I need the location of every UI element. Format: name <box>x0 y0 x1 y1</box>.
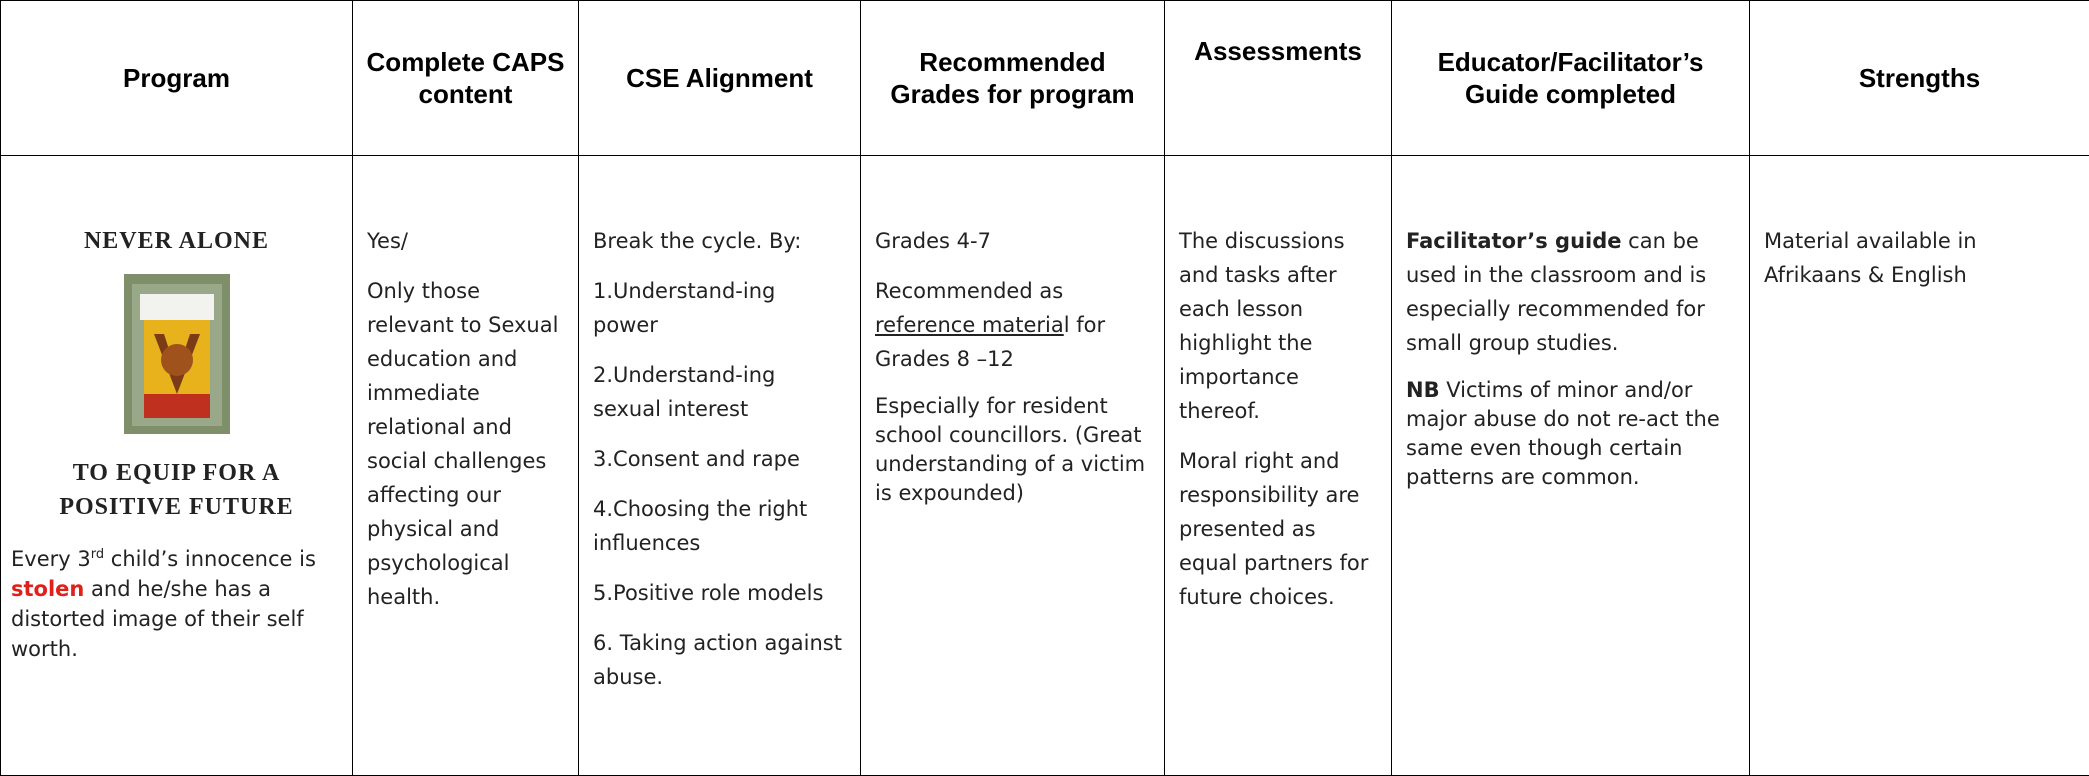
paragraph: Recommended as reference material for Gr… <box>875 274 1150 376</box>
header-cell: Strengths <box>1749 0 2089 156</box>
paragraph: 6. Taking action against abuse. <box>593 631 842 689</box>
caps-cell: Yes/ Only those relevant to Sexual educa… <box>352 155 579 776</box>
program-name: Never Alone <box>83 228 270 254</box>
paragraph: Material available in Afrikaans & Englis… <box>1764 229 1977 287</box>
header-cell: Program <box>0 0 353 156</box>
paragraph: 5.Positive role models <box>593 581 824 605</box>
paragraph: The discussions and tasks after each les… <box>1179 229 1345 423</box>
text: child’s innocence is <box>104 547 316 571</box>
guide-cell: Facilitator’s guide can be used in the c… <box>1391 155 1750 776</box>
paragraph: Break the cycle. By: <box>593 229 802 253</box>
program-cell: Never Alone To Equip for a Positive Futu… <box>0 155 353 776</box>
paragraph: Facilitator’s guide can be used in the c… <box>1406 224 1735 360</box>
underlined-text: reference materia <box>875 313 1064 337</box>
program-description: Every 3rd child’s innocence is stolen an… <box>11 540 342 664</box>
text: Recommended as <box>875 279 1064 303</box>
header-row: Program Complete CAPS content CSE Alignm… <box>0 0 2089 156</box>
text: and he/she has a distorted image of thei… <box>11 577 304 661</box>
header-cell: Recommended Grades for program <box>860 0 1165 156</box>
cse-cell: Break the cycle. By: 1.Understand-ing po… <box>578 155 861 776</box>
header-cell: CSE Alignment <box>578 0 861 156</box>
paragraph: Especially for resident school councillo… <box>875 394 1146 505</box>
bold-text: Facilitator’s guide <box>1406 229 1622 253</box>
emphasis: stolen <box>11 577 85 601</box>
paragraph: Only those relevant to Sexual education … <box>367 279 559 609</box>
text: Victims of minor and/or major abuse do n… <box>1406 378 1720 489</box>
paragraph: NB Victims of minor and/or major abuse d… <box>1406 376 1735 492</box>
header-cell: Assessments <box>1164 0 1392 156</box>
paragraph: Yes/ <box>367 229 408 253</box>
paragraph: 1.Understand-ing power <box>593 279 776 337</box>
paragraph: 2.Understand-ing sexual interest <box>593 363 776 421</box>
text: Every 3 <box>11 547 91 571</box>
superscript: rd <box>90 547 105 562</box>
assessments-cell: The discussions and tasks after each les… <box>1164 155 1392 776</box>
strengths-cell: Material available in Afrikaans & Englis… <box>1749 155 2089 776</box>
program-tagline: To Equip for a Positive Future <box>59 460 294 520</box>
text: can be used in the classroom and is espe… <box>1406 229 1707 355</box>
paragraph: 4.Choosing the right influences <box>593 497 808 555</box>
paragraph: Moral right and responsibility are prese… <box>1179 449 1369 609</box>
paragraph: 3.Consent and rape <box>593 447 800 471</box>
bold-text: NB <box>1406 378 1440 402</box>
book-cover <box>123 274 230 434</box>
body-row: Never Alone To Equip for a Positive Futu… <box>0 155 2089 776</box>
paragraph: Grades 4-7 <box>875 229 991 253</box>
header-cell: Complete CAPS content <box>352 0 579 156</box>
text: l for Grades 8 –12 <box>875 313 1106 371</box>
header-cell: Educator/Facilitator’s Guide completed <box>1391 0 1750 156</box>
grades-cell: Grades 4-7 Recommended as reference mate… <box>860 155 1165 776</box>
